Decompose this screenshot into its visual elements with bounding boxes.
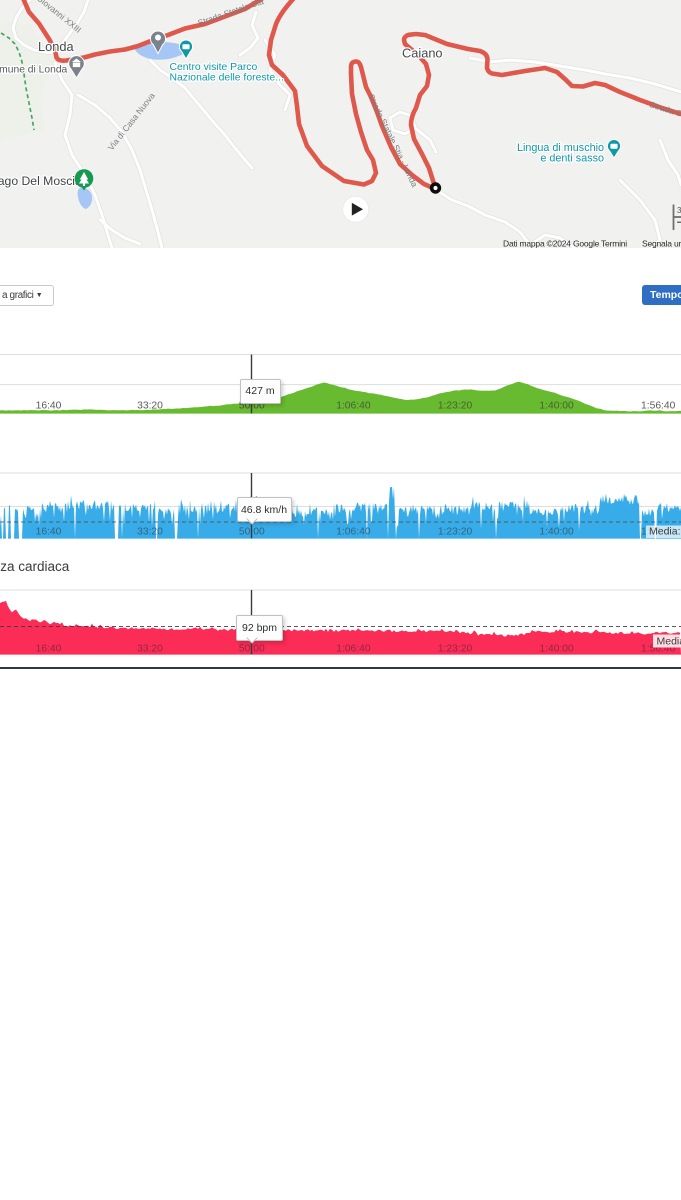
svg-text:3: 3 — [677, 206, 681, 215]
svg-text:16:40: 16:40 — [36, 401, 62, 412]
svg-text:Dati mappa ©2024 Google: Dati mappa ©2024 Google — [503, 239, 600, 249]
svg-text:1:56:40: 1:56:40 — [641, 644, 676, 655]
svg-text:Lingua di muschio: Lingua di muschio — [517, 142, 604, 154]
svg-text:e denti sasso: e denti sasso — [540, 153, 604, 165]
svg-text:Londa: Londa — [38, 39, 74, 54]
svg-text:1:23:20: 1:23:20 — [438, 527, 473, 538]
svg-text:Media:: Media: — [657, 636, 681, 648]
svg-text:1:23:20: 1:23:20 — [438, 644, 473, 655]
svg-text:Segnala un: Segnala un — [642, 239, 681, 249]
svg-text:Comune di Londa: Comune di Londa — [0, 65, 68, 76]
svg-text:16:40: 16:40 — [36, 644, 62, 655]
svg-text:1:40:00: 1:40:00 — [539, 527, 574, 538]
svg-text:1:56:40: 1:56:40 — [641, 401, 676, 412]
svg-text:33:20: 33:20 — [137, 644, 163, 655]
svg-text:Centro visite Parco: Centro visite Parco — [170, 62, 258, 73]
svg-text:33:20: 33:20 — [137, 527, 163, 538]
svg-text:Media: 2: Media: 2 — [649, 526, 681, 538]
svg-text:1:23:20: 1:23:20 — [438, 401, 473, 412]
svg-text:Nazionale delle foreste...: Nazionale delle foreste... — [170, 73, 284, 84]
svg-text:1:40:00: 1:40:00 — [539, 401, 574, 412]
svg-text:33:20: 33:20 — [137, 401, 163, 412]
svg-text:Caiano: Caiano — [402, 46, 443, 61]
svg-text:1:40:00: 1:40:00 — [539, 644, 574, 655]
svg-text:1:06:40: 1:06:40 — [336, 401, 371, 412]
svg-text:Termini: Termini — [601, 239, 627, 249]
svg-text:Lago Del Moscia: Lago Del Moscia — [0, 174, 82, 188]
svg-text:1:06:40: 1:06:40 — [336, 527, 371, 538]
svg-text:16:40: 16:40 — [36, 527, 62, 538]
svg-text:1:06:40: 1:06:40 — [336, 644, 371, 655]
